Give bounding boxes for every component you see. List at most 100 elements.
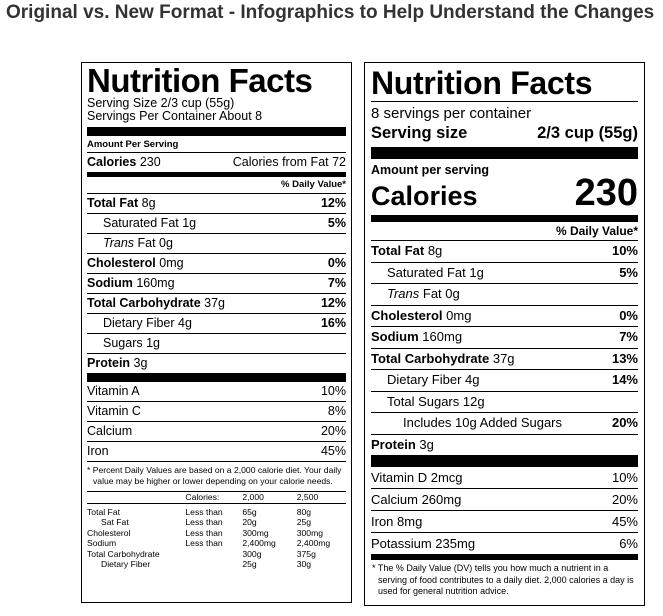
original-nutrient-row: Dietary Fiber 4g 16% — [87, 313, 346, 333]
nutrient-name: Total Carbohydrate — [371, 350, 490, 366]
ref-cell: 300mg — [242, 527, 269, 538]
vitamin-dv: 10% — [320, 384, 346, 398]
reference-row: Sodium Less than 2,400mg 2,400mg — [87, 538, 346, 549]
ref-cell: Total Carbohydrate — [87, 548, 160, 559]
ref-cell: Dietary Fiber — [101, 559, 151, 569]
nutrient-name: Protein — [371, 436, 416, 452]
original-reference-table: Calories: 2,000 2,500 Total Fat Less tha… — [87, 491, 346, 570]
ref-cell: 2,000 — [242, 492, 264, 502]
new-servings-per-container: 8 servings per container — [371, 105, 532, 122]
new-nutrient-row: Total Sugars 12g — [371, 390, 638, 413]
original-label-title: Nutrition Facts — [87, 62, 313, 99]
original-calories-row: Calories 230 Calories from Fat 72 — [87, 152, 346, 172]
nutrient-dv: 20% — [611, 415, 638, 430]
serving-size-value: 2/3 cup (55g) — [537, 124, 638, 142]
nutrient-name: Fat 0g — [134, 236, 173, 250]
nutrient-amount: 37g — [204, 296, 226, 310]
new-nutrient-row: Total Fat 8g 10% — [371, 240, 638, 262]
vitamin-dv: 20% — [320, 424, 346, 438]
ref-cell: 2,500 — [296, 492, 319, 502]
nutrient-name: Cholesterol — [371, 307, 443, 323]
original-footnote: * Percent Daily Values are based on a 2,… — [87, 461, 346, 489]
original-dv-header: % Daily Value* — [281, 179, 346, 190]
original-nutrient-row: Total Fat 8g 12% — [87, 193, 346, 213]
original-nutrient-row: Trans Fat 0g — [87, 233, 346, 253]
nutrient-name: Cholesterol — [87, 256, 156, 270]
nutrient-dv: 0% — [619, 307, 638, 323]
ref-cell: 2,400mg — [242, 538, 276, 548]
original-nutrient-row: Total Carbohydrate 37g 12% — [87, 293, 346, 313]
thick-divider — [87, 373, 346, 382]
new-nutrient-row: Sodium 160mg 7% — [371, 326, 638, 348]
ref-cell: 25g — [242, 559, 257, 569]
original-calories-value: 230 — [139, 155, 161, 169]
nutrient-name: Total Fat — [371, 243, 425, 258]
new-vitamin-row: Iron 8mg 45% — [371, 510, 638, 532]
reference-row: Dietary Fiber 25g 30g — [87, 559, 346, 570]
nutrient-name: Sodium — [371, 329, 419, 344]
new-vitamin-row: Potassium 235mg 6% — [371, 532, 638, 554]
original-servings-per-container: Servings Per Container About 8 — [87, 109, 263, 123]
ref-cell: Sodium — [87, 538, 117, 548]
ref-cell: 375g — [296, 548, 316, 559]
ref-cell: 30g — [296, 559, 312, 569]
reference-row: Total Carbohydrate 300g 375g — [87, 549, 346, 560]
page-title: Original vs. New Format - Infographics t… — [6, 2, 655, 23]
ref-cell: 300mg — [296, 527, 324, 538]
new-nutrient-row: Saturated Fat 1g 5% — [371, 261, 638, 284]
original-vitamin-row: Vitamin A 10% — [87, 382, 346, 401]
new-nutrient-row: Includes 10g Added Sugars 20% — [371, 412, 638, 434]
nutrient-dv: 5% — [619, 264, 638, 280]
medium-divider — [87, 172, 346, 177]
ref-cell: 20g — [242, 517, 257, 527]
new-serving-size: Serving size 2/3 cup (55g) — [371, 123, 638, 143]
ref-cell — [185, 549, 242, 560]
nutrient-amount: 0mg — [159, 256, 184, 270]
ref-cell — [185, 559, 242, 570]
nutrient-name-italic: Trans — [103, 236, 135, 250]
original-nutrient-row: Protein 3g — [87, 353, 346, 373]
new-calories-row: Calories 230 — [371, 174, 638, 212]
vitamin-name: Calcium — [87, 424, 133, 438]
nutrient-amount: 3g — [133, 356, 148, 370]
ref-cell: 65g — [242, 506, 257, 517]
vitamin-name: Potassium 235mg — [371, 536, 476, 551]
original-calories-from-fat: Calories from Fat 72 — [232, 155, 346, 169]
original-serving-size: Serving Size 2/3 cup (55g) — [87, 96, 235, 110]
nutrient-amount: 160mg — [136, 276, 175, 290]
nutrient-name: Dietary Fiber 4g — [387, 372, 480, 387]
thick-divider — [371, 147, 638, 159]
nutrient-dv: 7% — [619, 329, 638, 344]
vitamin-name: Vitamin D 2mcg — [371, 470, 463, 485]
new-amount-per-serving: Amount per serving — [371, 163, 490, 177]
new-vitamin-row: Vitamin D 2mcg 10% — [371, 467, 638, 488]
new-calories-label: Calories — [371, 181, 478, 211]
nutrient-dv: 12% — [320, 196, 346, 210]
ref-cell: Less than — [185, 517, 223, 527]
nutrient-amount: 37g — [492, 350, 515, 366]
reference-row: Sat Fat Less than 20g 25g — [87, 517, 346, 528]
nutrient-name: Saturated Fat 1g — [103, 216, 197, 230]
nutrient-dv: 13% — [611, 350, 638, 366]
ref-cell: Cholesterol — [87, 527, 131, 538]
thick-divider — [87, 127, 346, 136]
vitamin-name: Calcium 260mg — [371, 492, 462, 507]
new-nutrient-row: Cholesterol 0mg 0% — [371, 304, 638, 327]
vitamin-dv: 6% — [619, 536, 638, 551]
original-vitamin-row: Iron 45% — [87, 441, 346, 461]
vitamin-dv: 45% — [611, 514, 638, 529]
nutrient-amount: 3g — [419, 436, 434, 452]
original-nutrition-label: Nutrition Facts Serving Size 2/3 cup (55… — [81, 62, 352, 603]
nutrient-amount: 8g — [141, 196, 156, 210]
original-nutrient-row: Sodium 160mg 7% — [87, 273, 346, 293]
thick-divider — [371, 455, 638, 467]
nutrient-name: Protein — [87, 356, 131, 370]
nutrient-name: Total Fat — [87, 196, 139, 210]
nutrient-name: Sodium — [87, 276, 133, 290]
new-dv-header: % Daily Value* — [555, 224, 638, 238]
nutrient-name: Total Carbohydrate — [87, 296, 201, 310]
original-footnote-text: * Percent Daily Values are based on a 2,… — [87, 465, 342, 486]
nutrient-name: Sugars 1g — [103, 336, 160, 350]
new-vitamin-row: Calcium 260mg 20% — [371, 488, 638, 510]
ref-cell: Sat Fat — [101, 517, 129, 527]
